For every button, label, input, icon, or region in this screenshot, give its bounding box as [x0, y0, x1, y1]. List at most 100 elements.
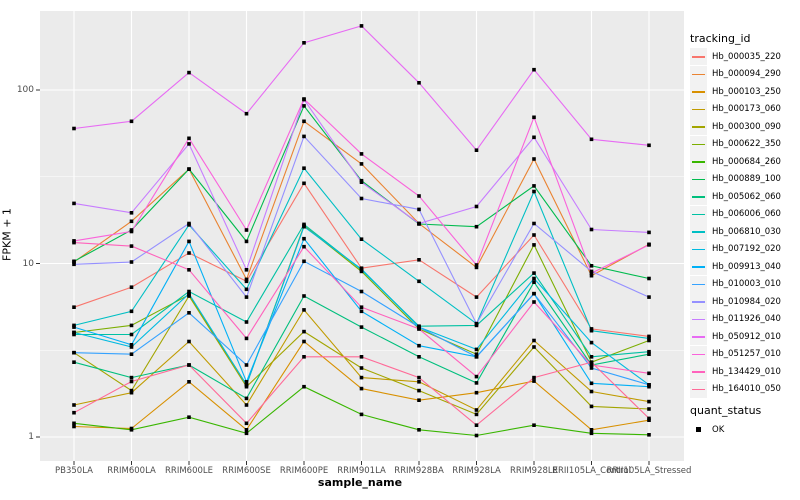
data-point-Hb_000300_090 — [417, 388, 421, 393]
data-point-Hb_010003_010 — [72, 350, 76, 355]
legend-entry: Hb_010003_010 — [690, 275, 800, 293]
data-point-Hb_000684_260 — [532, 423, 536, 427]
data-point-Hb_050912_010 — [359, 24, 364, 28]
legend-label: Hb_010984_020 — [712, 296, 781, 307]
data-point-Hb_000103_250 — [244, 428, 249, 432]
data-point-Hb_000103_250 — [302, 339, 306, 344]
data-point-Hb_000103_250 — [72, 424, 76, 429]
legend-entry: Hb_000300_090 — [690, 118, 800, 135]
data-point-Hb_011926_040 — [589, 227, 594, 232]
legend-entry: Hb_134429_010 — [690, 363, 800, 380]
data-point-Hb_134429_010 — [129, 244, 134, 248]
data-point-Hb_050912_010 — [187, 70, 191, 75]
legend-label: Hb_000094_290 — [712, 69, 781, 79]
legend-key-line-icon — [692, 231, 705, 233]
data-point-Hb_134429_010 — [359, 305, 364, 309]
data-point-Hb_134429_010 — [302, 244, 306, 249]
legend-key — [690, 223, 707, 240]
data-point-Hb_134429_010 — [474, 374, 479, 379]
legend-key — [690, 170, 707, 188]
data-point-Hb_000684_260 — [359, 412, 364, 417]
legend-label: Hb_009913_040 — [712, 261, 781, 272]
data-point-Hb_051257_010 — [302, 97, 306, 101]
data-point-Hb_050912_010 — [302, 41, 306, 45]
data-point-Hb_051257_010 — [474, 263, 479, 267]
legend-entry: Hb_010984_020 — [690, 293, 800, 310]
data-point-Hb_000173_060 — [647, 399, 651, 404]
data-point-Hb_000300_090 — [359, 366, 364, 370]
data-point-Hb_009913_040 — [187, 239, 191, 244]
legend-label: Hb_000684_260 — [712, 156, 781, 167]
legend-key — [690, 293, 707, 310]
legend-label: Hb_000300_090 — [712, 121, 781, 132]
x-tick-label: RRIM928LE — [510, 466, 558, 476]
legend-key-line-icon — [692, 213, 705, 216]
data-point-Hb_011926_040 — [532, 135, 536, 140]
data-point-Hb_134429_010 — [187, 268, 191, 272]
data-point-Hb_010984_020 — [359, 196, 364, 201]
data-point-Hb_007192_020 — [187, 291, 191, 296]
data-point-Hb_050912_010 — [589, 137, 594, 142]
legend-label: Hb_010003_010 — [712, 279, 781, 289]
data-point-Hb_000684_260 — [72, 421, 76, 426]
legend-label: Hb_000103_250 — [712, 86, 781, 97]
data-point-Hb_000889_100 — [244, 239, 249, 244]
data-point-Hb_011926_040 — [647, 230, 651, 235]
data-point-Hb_164010_050 — [302, 355, 306, 359]
x-tick-label: PB350LA — [55, 466, 93, 476]
legend-key — [690, 100, 707, 118]
data-point-Hb_051257_010 — [417, 194, 421, 198]
data-point-Hb_006006_060 — [72, 332, 76, 337]
x-axis-title: sample_name — [317, 476, 403, 489]
legend-label: Hb_050912_010 — [712, 331, 781, 342]
data-point-Hb_000300_090 — [129, 388, 134, 393]
legend-entry: Hb_000889_100 — [690, 170, 800, 188]
legend-label: Hb_006810_030 — [712, 226, 781, 237]
data-point-Hb_009913_040 — [359, 309, 364, 314]
legend-key — [690, 328, 707, 345]
data-point-Hb_010003_010 — [302, 259, 306, 264]
legend-key — [690, 135, 707, 153]
data-point-Hb_000035_220 — [417, 258, 421, 262]
data-point-Hb_000300_090 — [244, 384, 249, 389]
data-point-Hb_000103_250 — [187, 380, 191, 384]
data-point-Hb_051257_010 — [187, 136, 191, 141]
y-tick-label: 10 — [22, 258, 34, 269]
data-point-Hb_005062_060 — [302, 294, 306, 298]
data-point-Hb_007192_020 — [244, 383, 249, 387]
legend-key-line-icon — [692, 248, 705, 251]
data-point-Hb_000300_090 — [589, 404, 594, 409]
legend-key-line-icon — [692, 318, 705, 321]
legend-key-line-icon — [692, 353, 705, 356]
legend-key — [690, 153, 707, 170]
data-point-Hb_051257_010 — [244, 228, 249, 232]
data-point-Hb_000684_260 — [647, 433, 651, 437]
data-point-Hb_164010_050 — [72, 410, 76, 415]
legend-entry: Hb_007192_020 — [690, 240, 800, 258]
data-point-Hb_010984_020 — [647, 295, 651, 299]
legend-key-line-icon — [692, 91, 705, 93]
data-point-Hb_051257_010 — [532, 115, 536, 120]
data-point-Hb_000173_060 — [532, 338, 536, 343]
legend-key — [690, 48, 707, 65]
data-point-Hb_000103_250 — [532, 379, 536, 383]
data-point-Hb_164010_050 — [187, 363, 191, 367]
data-point-Hb_000094_290 — [359, 162, 364, 166]
data-point-Hb_010984_020 — [129, 260, 134, 264]
data-point-Hb_005062_060 — [417, 355, 421, 359]
data-point-Hb_010003_010 — [417, 325, 421, 329]
x-tick-label: RRIM928LA — [452, 466, 501, 476]
legend-label: Hb_164010_050 — [712, 384, 781, 394]
legend-entry: Hb_000094_290 — [690, 65, 800, 83]
data-point-Hb_000094_290 — [129, 219, 134, 224]
data-point-Hb_010984_020 — [244, 295, 249, 299]
y-tick-label: 100 — [16, 85, 34, 95]
data-point-Hb_000035_220 — [532, 233, 536, 237]
legend-label: Hb_000622_350 — [712, 139, 781, 149]
data-point-Hb_006006_060 — [532, 271, 536, 275]
data-point-Hb_005062_060 — [244, 396, 249, 401]
data-point-Hb_050912_010 — [647, 143, 651, 148]
data-point-Hb_007192_020 — [532, 276, 536, 281]
x-tick-label: RRII105LA_Stressed — [606, 466, 692, 476]
x-tick-label: RRIM600LA — [107, 466, 156, 476]
